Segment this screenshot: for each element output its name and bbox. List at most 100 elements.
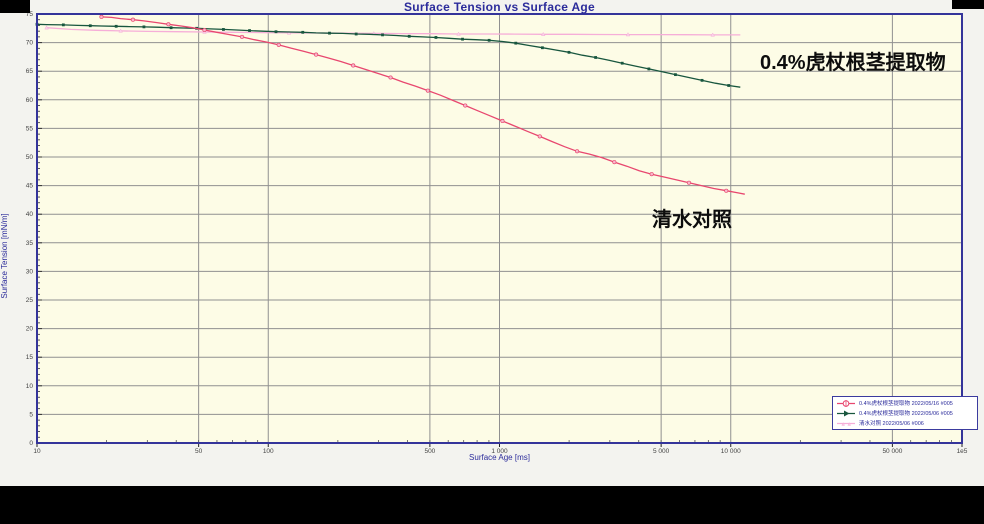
y-tick-label: 5 bbox=[29, 411, 33, 418]
annotation-extract-label: 0.4%虎杖根茎提取物 bbox=[760, 52, 946, 74]
annotation-water-control-label: 清水对照 bbox=[652, 209, 732, 231]
series-marker bbox=[674, 73, 677, 77]
series-marker bbox=[248, 29, 251, 32]
series-marker bbox=[239, 34, 245, 39]
series-marker bbox=[700, 78, 704, 82]
series-marker bbox=[575, 149, 580, 154]
x-tick-label: 1e5 bbox=[957, 448, 968, 455]
y-tick-label: 60 bbox=[26, 97, 34, 104]
y-tick-label: 50 bbox=[26, 154, 34, 161]
series-marker bbox=[647, 67, 651, 71]
series-marker bbox=[407, 34, 411, 38]
series-marker bbox=[166, 22, 171, 27]
y-tick-label: 55 bbox=[26, 125, 34, 132]
y-tick-label: 35 bbox=[26, 240, 34, 247]
y-tick-label: 75 bbox=[26, 11, 34, 18]
series-marker bbox=[354, 32, 358, 36]
series-marker bbox=[88, 24, 92, 28]
series-marker bbox=[388, 75, 393, 80]
series-marker bbox=[274, 30, 278, 34]
legend-triangle-marker-icon bbox=[837, 421, 855, 426]
series-marker bbox=[222, 28, 225, 31]
series-marker bbox=[727, 84, 731, 87]
series-marker bbox=[314, 52, 319, 57]
y-tick-label: 30 bbox=[26, 268, 34, 275]
legend-item-label: 清水对照 2022/05/06 #006 bbox=[859, 421, 924, 427]
x-tick-label: 50 000 bbox=[882, 448, 902, 455]
y-tick-label: 15 bbox=[26, 354, 34, 361]
series-marker bbox=[328, 31, 331, 35]
legend-flag-marker-icon bbox=[837, 410, 855, 416]
legend-item-label: 0.4%虎杖根茎提取物 2022/05/16 #005 bbox=[859, 401, 953, 407]
series-marker bbox=[142, 25, 146, 29]
series-marker bbox=[169, 26, 173, 30]
series-marker bbox=[276, 42, 281, 47]
legend-item-water-control[interactable]: 清水对照 2022/05/06 #006 bbox=[836, 418, 977, 428]
chart-panel: 10 50 100 500 1 000 5 000 10 000 50 000 1e5 75 70 6… bbox=[0, 0, 984, 487]
legend-marker-shape bbox=[847, 421, 851, 426]
redaction-bar-bottom bbox=[0, 486, 984, 524]
x-tick-label: 1 000 bbox=[491, 448, 508, 455]
series-marker bbox=[61, 23, 65, 27]
y-tick-label: 45 bbox=[26, 183, 34, 190]
series-marker bbox=[686, 180, 692, 185]
series-marker bbox=[649, 172, 654, 177]
series-marker bbox=[301, 30, 305, 34]
series-marker bbox=[620, 61, 624, 65]
x-tick-label: 500 bbox=[424, 448, 435, 455]
y-tick-label: 65 bbox=[26, 68, 34, 75]
series-marker bbox=[461, 37, 464, 41]
x-tick-label: 5 000 bbox=[653, 448, 670, 455]
series-marker bbox=[487, 38, 491, 42]
series-marker bbox=[625, 32, 631, 37]
legend-item-label: 0.4%虎杖根茎提取物 2022/05/06 #005 bbox=[859, 411, 953, 417]
series-marker bbox=[434, 36, 438, 39]
series-marker bbox=[99, 14, 104, 19]
series-marker bbox=[594, 56, 598, 59]
series-marker bbox=[351, 63, 356, 68]
chart-title: Surface Tension vs Surface Age bbox=[403, 0, 596, 14]
y-tick-label: 20 bbox=[26, 326, 34, 333]
series-marker bbox=[118, 28, 123, 33]
series-marker bbox=[425, 88, 430, 93]
legend-item-extract-run2[interactable]: 0.4%虎杖根茎提取物 2022/05/06 #005 bbox=[836, 408, 977, 418]
series-marker bbox=[202, 27, 207, 33]
legend: 0.4%虎杖根茎提取物 2022/05/16 #005 0.4%虎杖根茎提取物 … bbox=[832, 396, 978, 430]
series-marker bbox=[567, 50, 571, 54]
series-line-1 bbox=[36, 23, 741, 88]
series-marker bbox=[710, 32, 715, 37]
series-marker bbox=[541, 31, 546, 36]
redaction-box-top-right bbox=[952, 0, 984, 9]
x-tick-label: 100 bbox=[263, 448, 274, 455]
x-axis-label: Surface Age [ms] bbox=[469, 453, 530, 462]
x-tick-label: 50 bbox=[195, 448, 203, 455]
series-marker bbox=[514, 41, 518, 45]
series-marker bbox=[537, 134, 542, 139]
y-tick-label: 25 bbox=[26, 297, 34, 304]
series-marker bbox=[114, 24, 118, 28]
series-marker bbox=[612, 160, 617, 165]
series-marker bbox=[381, 33, 384, 37]
series-marker bbox=[456, 31, 461, 36]
plot-frame bbox=[36, 13, 963, 444]
plot-svg: 10 50 100 500 1 000 5 000 10 000 50 000 1e575706… bbox=[26, 11, 968, 455]
series-marker bbox=[541, 46, 544, 50]
legend-marker-shape bbox=[841, 421, 845, 426]
series-marker bbox=[130, 17, 136, 22]
legend-circle-plus-marker-icon bbox=[837, 399, 855, 407]
redaction-box-top-left bbox=[0, 0, 30, 13]
y-tick-label: 70 bbox=[26, 40, 34, 47]
series-line-0 bbox=[46, 27, 741, 36]
y-tick-label: 40 bbox=[26, 211, 34, 218]
y-tick-label: 10 bbox=[26, 383, 34, 390]
y-axis-label: Surface Tension [mN/m] bbox=[0, 213, 9, 299]
y-tick-label: 0 bbox=[29, 440, 33, 447]
x-tick-label: 10 bbox=[33, 448, 41, 455]
series-marker bbox=[500, 118, 505, 124]
series-marker bbox=[724, 188, 729, 193]
series-marker bbox=[463, 103, 468, 108]
legend-item-extract-run1[interactable]: 0.4%虎杖根茎提取物 2022/05/16 #005 bbox=[836, 398, 977, 408]
x-tick-label: 10 000 bbox=[721, 448, 741, 455]
series-marker bbox=[44, 25, 49, 30]
